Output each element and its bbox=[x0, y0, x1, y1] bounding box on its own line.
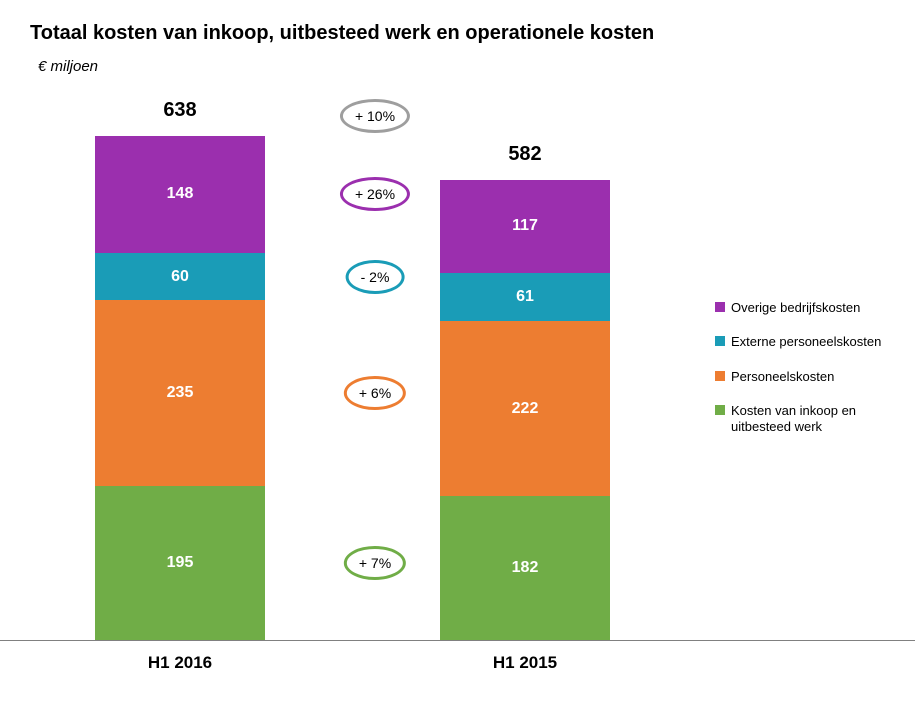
legend-swatch bbox=[715, 405, 725, 415]
legend-swatch bbox=[715, 302, 725, 312]
bar-segment-personeel: 222 bbox=[440, 321, 610, 496]
legend-item: Personeelskosten bbox=[715, 369, 895, 385]
legend-item: Overige bedrijfskosten bbox=[715, 300, 895, 316]
chart-plot-area: 14860235195638H1 2016 11761222182582H1 20… bbox=[40, 95, 660, 640]
bar-total-label: 638 bbox=[95, 99, 265, 122]
legend-item: Externe personeelskosten bbox=[715, 334, 895, 350]
bar-segment-inkoop: 195 bbox=[95, 486, 265, 640]
legend-label: Kosten van inkoop en uitbesteed werk bbox=[731, 403, 895, 436]
bar-category-label: H1 2015 bbox=[440, 640, 610, 673]
bar-total-label: 582 bbox=[440, 143, 610, 166]
legend-label: Personeelskosten bbox=[731, 369, 834, 385]
stacked-bar: 14860235195638H1 2016 bbox=[95, 136, 265, 640]
chart-legend: Overige bedrijfskosten Externe personeels… bbox=[715, 300, 895, 453]
bar-segment-personeel: 235 bbox=[95, 300, 265, 486]
bar-segment-inkoop: 182 bbox=[440, 496, 610, 640]
delta-badge: + 10% bbox=[340, 99, 410, 133]
delta-badge: + 26% bbox=[340, 177, 410, 211]
bar-category-label: H1 2016 bbox=[95, 640, 265, 673]
legend-label: Overige bedrijfskosten bbox=[731, 300, 860, 316]
delta-badge: - 2% bbox=[346, 260, 405, 294]
legend-swatch bbox=[715, 371, 725, 381]
chart-subtitle: € miljoen bbox=[38, 58, 98, 75]
stacked-bar: 11761222182582H1 2015 bbox=[440, 180, 610, 640]
delta-column: + 10% + 26% - 2% + 6% + 7% bbox=[330, 95, 420, 640]
legend-label: Externe personeelskosten bbox=[731, 334, 881, 350]
bar-segment-overige: 117 bbox=[440, 180, 610, 272]
legend-swatch bbox=[715, 336, 725, 346]
bar-segment-overige: 148 bbox=[95, 136, 265, 253]
delta-badge: + 7% bbox=[344, 546, 406, 580]
chart-title: Totaal kosten van inkoop, uitbesteed wer… bbox=[30, 22, 654, 45]
legend-item: Kosten van inkoop en uitbesteed werk bbox=[715, 403, 895, 436]
bar-segment-externe: 61 bbox=[440, 273, 610, 321]
delta-badge: + 6% bbox=[344, 376, 406, 410]
bar-segment-externe: 60 bbox=[95, 253, 265, 300]
